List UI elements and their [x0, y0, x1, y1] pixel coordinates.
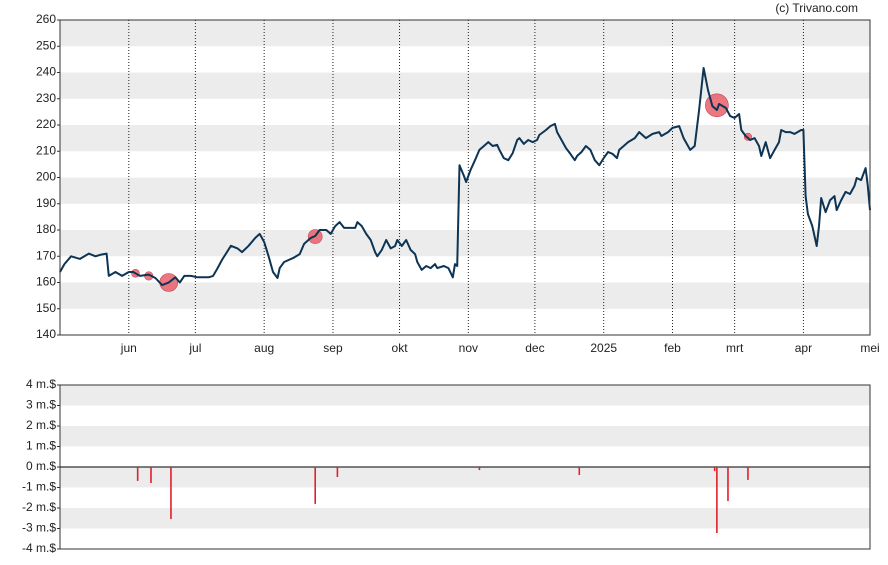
y-tick-label: -4 m.$	[22, 541, 56, 555]
y-tick-label: -2 m.$	[22, 500, 56, 514]
x-tick-label: okt	[392, 341, 409, 355]
y-tick-label: 4 m.$	[26, 377, 56, 391]
grid-band	[60, 385, 870, 406]
y-tick-label: 150	[36, 301, 56, 315]
grid-band	[60, 72, 870, 99]
y-tick-label: 240	[36, 65, 56, 79]
y-tick-label: 3 m.$	[26, 398, 56, 412]
grid-band	[60, 20, 870, 47]
y-tick-label: -1 m.$	[22, 480, 56, 494]
x-tick-label: sep	[323, 341, 343, 355]
x-tick-label: dec	[525, 341, 544, 355]
grid-band	[60, 426, 870, 447]
y-tick-label: 170	[36, 248, 56, 262]
grid-band	[60, 282, 870, 309]
x-tick-label: aug	[254, 341, 274, 355]
y-tick-label: 210	[36, 143, 56, 157]
grid-band	[60, 230, 870, 257]
x-tick-label: apr	[795, 341, 812, 355]
x-tick-label: jun	[120, 341, 137, 355]
plot-frame	[59, 19, 871, 336]
price-line	[59, 67, 871, 287]
y-tick-label: 160	[36, 275, 56, 289]
x-tick-label: mrt	[726, 341, 744, 355]
x-tick-label: nov	[459, 341, 478, 355]
x-tick-label: mei	[860, 341, 879, 355]
y-tick-label: -3 m.$	[22, 521, 56, 535]
y-tick-label: 190	[36, 196, 56, 210]
grid-band	[60, 508, 870, 529]
x-tick-label: jul	[188, 341, 201, 355]
y-tick-label: 250	[36, 38, 56, 52]
y-tick-label: 200	[36, 170, 56, 184]
y-tick-label: 230	[36, 91, 56, 105]
plot-frame	[59, 384, 871, 550]
y-tick-label: 140	[36, 327, 56, 341]
grid-band	[60, 467, 870, 488]
trade-marker	[705, 93, 729, 118]
x-tick-label: 2025	[590, 341, 617, 355]
x-tick-label: feb	[664, 341, 681, 355]
y-tick-label: 2 m.$	[26, 418, 56, 432]
credit: (c) Trivano.com	[775, 1, 858, 15]
y-tick-label: 0 m.$	[26, 459, 56, 473]
y-tick-label: 180	[36, 222, 56, 236]
y-tick-label: 220	[36, 117, 56, 131]
y-tick-label: 1 m.$	[26, 439, 56, 453]
y-tick-label: 260	[36, 12, 56, 26]
